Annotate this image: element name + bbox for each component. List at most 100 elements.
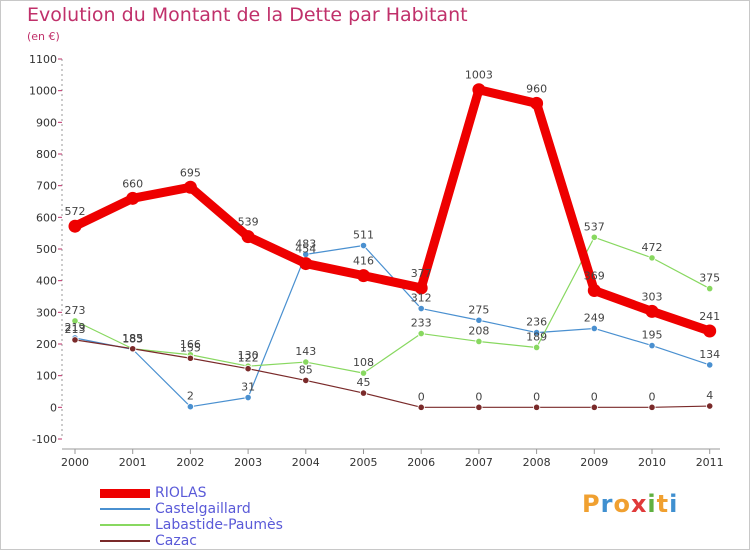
y-tick-label: 600 — [36, 211, 57, 224]
series-line-riolas — [70, 85, 715, 336]
data-point-labastide-paum-s — [302, 358, 310, 366]
data-label-castelgaillard: 2 — [187, 390, 194, 403]
data-point-riolas — [414, 281, 428, 295]
data-label-riolas: 241 — [699, 310, 720, 323]
data-label-riolas: 695 — [180, 166, 201, 179]
data-label-castelgaillard: 31 — [241, 381, 255, 394]
y-tick-label: 0 — [50, 401, 57, 414]
data-label-labastide-paum-s: 273 — [65, 304, 86, 317]
data-label-cazac: 0 — [533, 390, 540, 403]
y-tick-label: -100 — [32, 433, 57, 446]
data-label-cazac: 85 — [299, 363, 313, 376]
y-tick-label: 400 — [36, 275, 57, 288]
chart-subtitle: (en €) — [27, 30, 60, 43]
logo-letter: r — [600, 490, 614, 518]
data-label-castelgaillard: 183 — [122, 332, 143, 345]
y-tick-label: 100 — [36, 370, 57, 383]
data-label-labastide-paum-s: 130 — [238, 349, 259, 362]
x-tick-label: 2001 — [119, 456, 147, 469]
data-label-labastide-paum-s: 189 — [526, 330, 547, 343]
data-point-labastide-paum-s — [475, 337, 483, 346]
y-tick-label: 200 — [36, 338, 57, 351]
data-label-riolas: 539 — [238, 216, 259, 229]
logo-letter: P — [582, 490, 601, 518]
data-point-riolas — [530, 96, 544, 110]
data-label-castelgaillard: 511 — [353, 229, 374, 242]
x-tick-label: 2000 — [61, 456, 89, 469]
data-point-labastide-paum-s — [417, 329, 425, 338]
data-point-riolas — [357, 269, 370, 283]
x-tick-label: 2005 — [350, 456, 378, 469]
data-label-labastide-paum-s: 143 — [295, 345, 316, 358]
data-point-labastide-paum-s — [590, 233, 598, 241]
data-point-labastide-paum-s — [648, 254, 656, 262]
data-point-cazac — [706, 402, 714, 410]
x-tick-label: 2008 — [523, 456, 551, 469]
data-point-riolas — [645, 304, 659, 318]
data-point-castelgaillard — [706, 361, 714, 369]
data-point-riolas — [126, 191, 140, 205]
data-label-cazac: 0 — [649, 390, 656, 403]
legend-label: Labastide-Paumès — [155, 517, 283, 533]
data-label-labastide-paum-s: 375 — [699, 272, 720, 285]
data-label-riolas: 960 — [526, 82, 547, 95]
data-point-labastide-paum-s — [532, 343, 541, 352]
data-point-cazac — [417, 403, 425, 411]
data-label-cazac: 4 — [706, 389, 713, 402]
y-tick-label: 1100 — [29, 53, 57, 66]
data-label-riolas: 303 — [642, 290, 663, 303]
logo-letter: i — [669, 490, 679, 518]
logo-letter: x — [630, 490, 648, 518]
legend-label: Cazac — [155, 533, 197, 549]
data-point-castelgaillard — [359, 241, 368, 250]
x-tick-label: 2009 — [580, 456, 608, 469]
data-point-riolas — [241, 230, 255, 244]
data-point-riolas — [299, 257, 313, 271]
legend-swatch — [100, 524, 150, 526]
data-point-cazac — [71, 336, 79, 344]
data-point-riolas — [472, 83, 486, 97]
data-label-riolas: 377 — [411, 267, 432, 280]
data-label-cazac: 155 — [180, 341, 201, 354]
data-point-labastide-paum-s — [706, 284, 714, 293]
data-label-cazac: 122 — [238, 352, 259, 365]
data-label-castelgaillard: 236 — [526, 316, 547, 329]
data-point-cazac — [590, 403, 598, 411]
data-point-riolas — [68, 219, 82, 233]
logo-letter: o — [613, 490, 631, 518]
data-label-riolas: 369 — [584, 269, 605, 282]
y-tick-label: 300 — [36, 306, 57, 319]
y-tick-label: 500 — [36, 243, 57, 256]
legend-label: RIOLAS — [155, 485, 207, 501]
data-point-labastide-paum-s — [359, 369, 368, 377]
series-group — [68, 83, 717, 411]
legend-swatch — [100, 488, 150, 498]
data-point-cazac — [129, 345, 137, 353]
axes: -100010020030040050060070080090010001100… — [29, 53, 724, 469]
y-tick-label: 1000 — [29, 85, 57, 98]
series-line-castelgaillard — [74, 244, 711, 408]
data-point-castelgaillard — [417, 304, 425, 313]
data-label-castelgaillard: 249 — [584, 311, 605, 324]
data-point-cazac — [359, 389, 368, 397]
x-tick-label: 2010 — [638, 456, 666, 469]
data-point-riolas — [183, 180, 197, 194]
x-tick-label: 2004 — [292, 456, 320, 469]
x-tick-label: 2007 — [465, 456, 493, 469]
legend-label: Castelgaillard — [155, 501, 251, 517]
data-label-cazac: 45 — [357, 376, 371, 389]
data-point-cazac — [302, 376, 310, 385]
data-point-castelgaillard — [648, 341, 656, 350]
data-label-cazac: 213 — [65, 323, 86, 336]
data-label-labastide-paum-s: 108 — [353, 356, 374, 369]
data-label-labastide-paum-s: 185 — [122, 332, 143, 345]
data-label-castelgaillard: 219 — [65, 321, 86, 334]
data-point-cazac — [244, 365, 252, 373]
data-point-cazac — [648, 403, 656, 411]
y-tick-label: 900 — [36, 116, 57, 129]
data-point-castelgaillard — [244, 393, 252, 402]
data-labels: 5726606955394544163771003960369303241219… — [65, 69, 721, 404]
x-tick-label: 2011 — [696, 456, 724, 469]
data-point-castelgaillard — [532, 328, 541, 337]
